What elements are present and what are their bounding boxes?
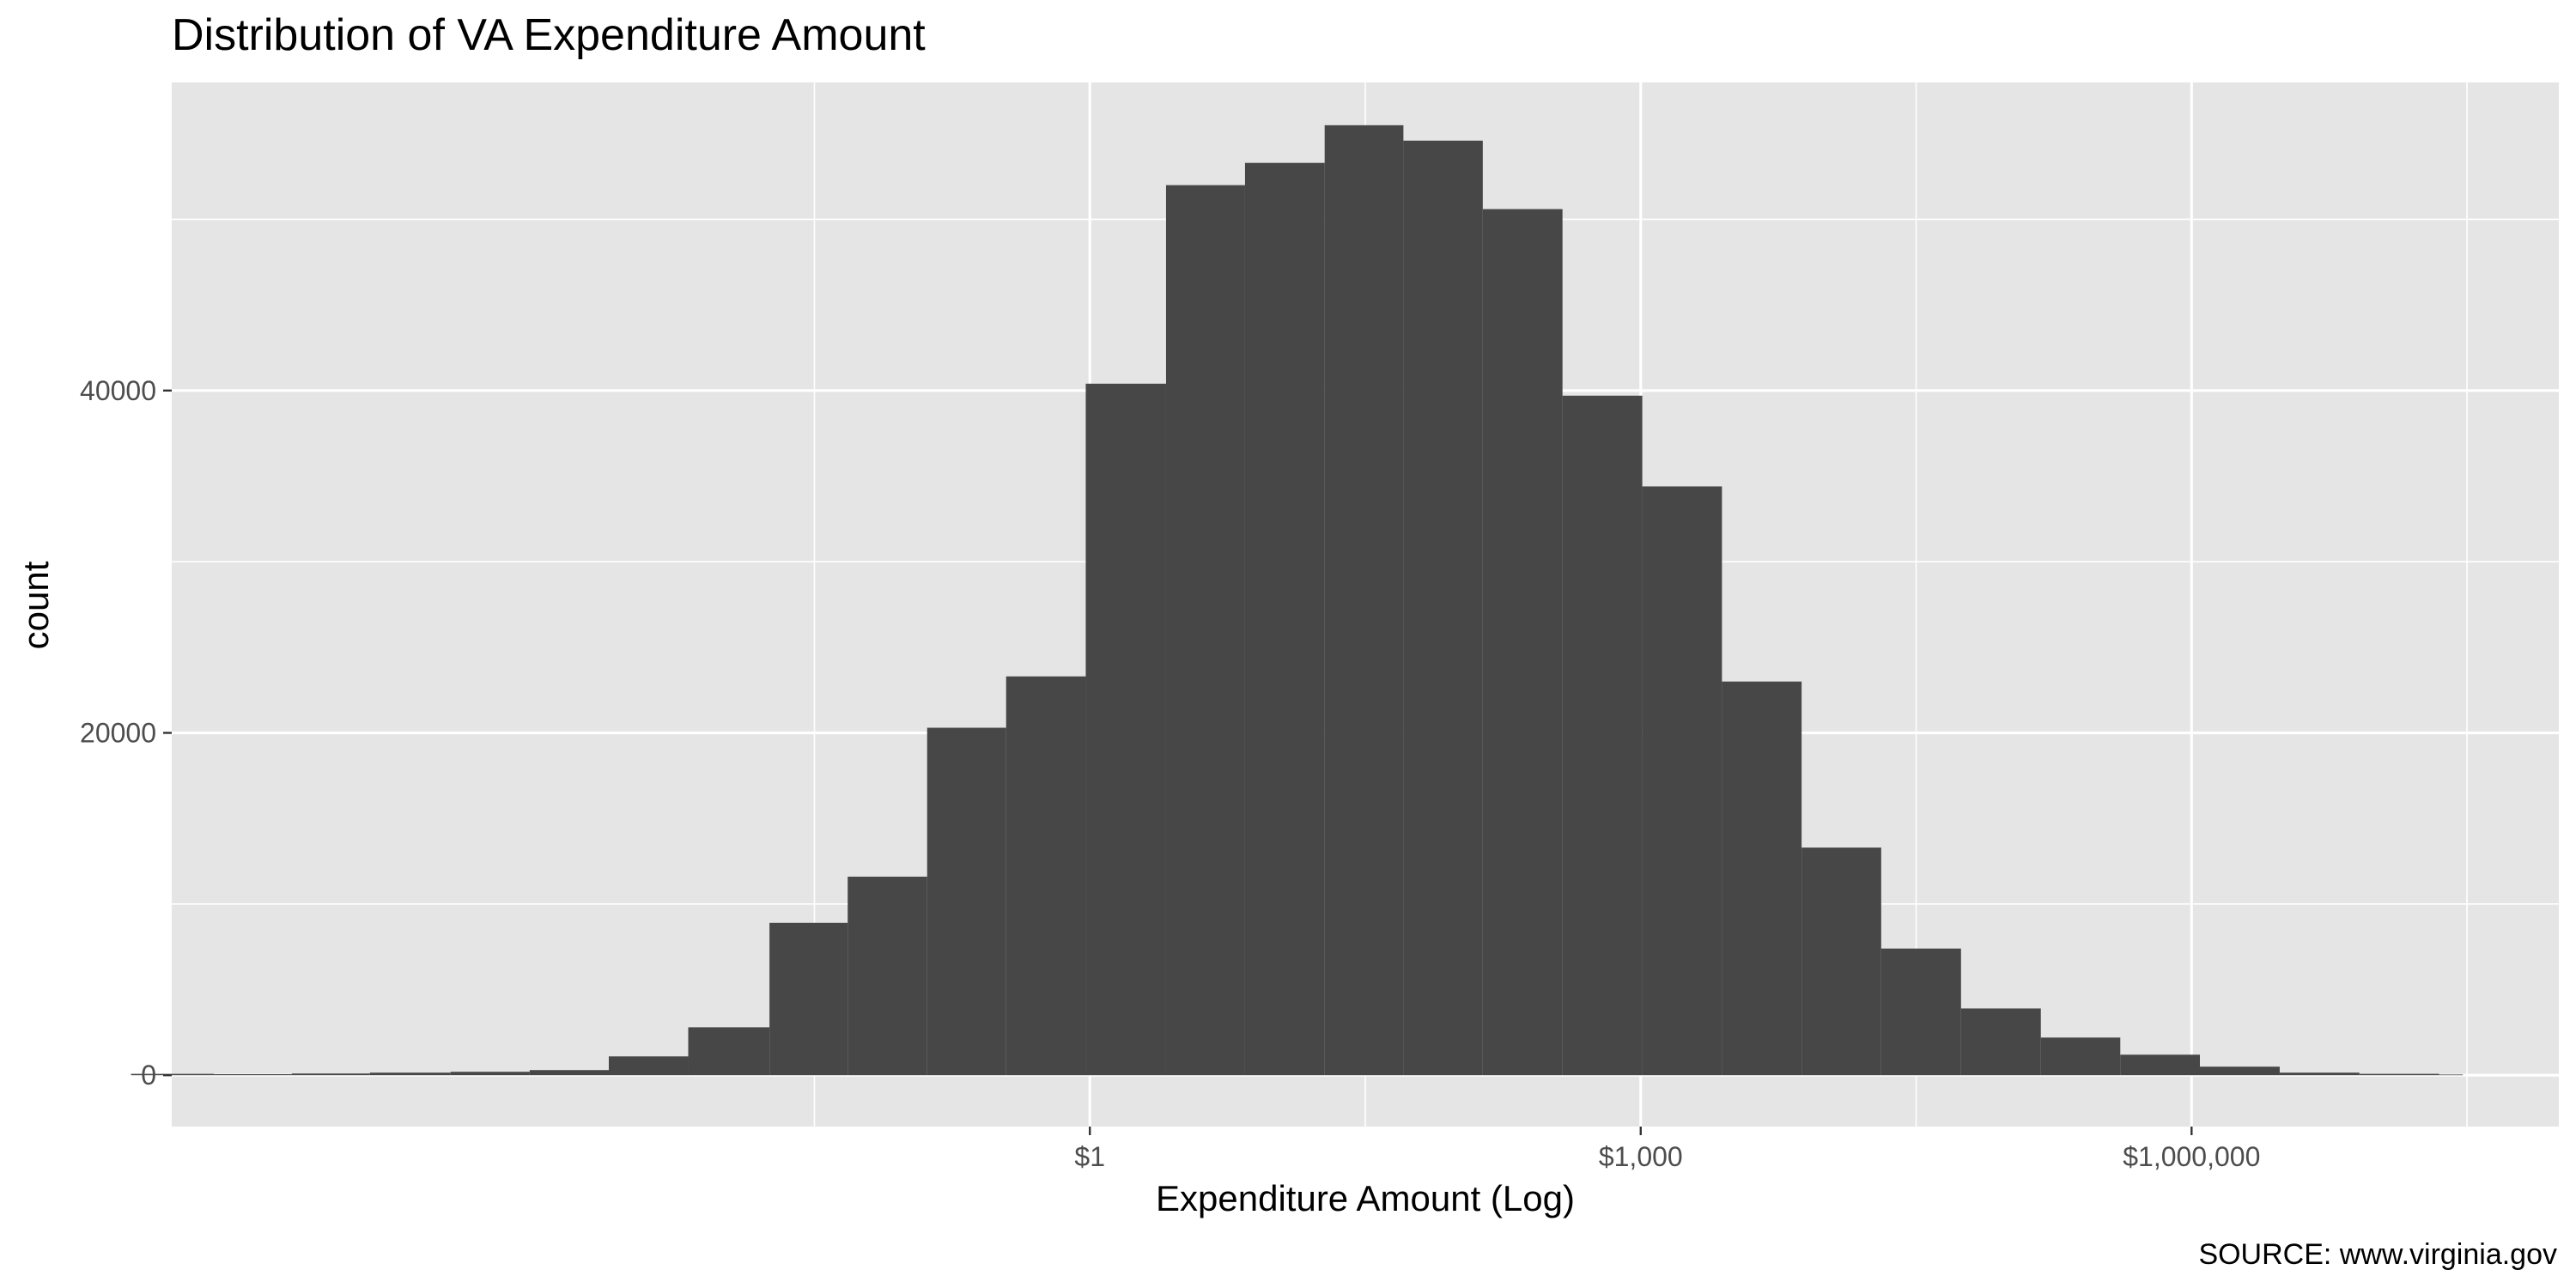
histogram-bar	[2359, 1073, 2439, 1076]
histogram-bar	[848, 876, 927, 1076]
histogram-bar	[369, 1072, 451, 1076]
histogram-bar	[1880, 948, 1961, 1076]
histogram-bar	[1801, 848, 1881, 1076]
y-tick-label: 40000	[80, 375, 156, 406]
y-tick-label: 0	[141, 1060, 156, 1091]
histogram-bar	[1244, 162, 1325, 1076]
histogram-bar	[1562, 395, 1643, 1076]
chart-title: Distribution of VA Expenditure Amount	[172, 10, 926, 60]
histogram-bar	[608, 1056, 689, 1076]
histogram-bar	[2279, 1072, 2360, 1076]
histogram-bar	[927, 727, 1006, 1076]
x-tick-label: $1	[1074, 1141, 1105, 1172]
x-axis-ticks: $1 $1,000 $1,000,000	[1074, 1127, 2260, 1172]
histogram-bar	[2120, 1054, 2200, 1076]
histogram-bar	[1165, 185, 1245, 1076]
x-tick-label: $1,000	[1599, 1141, 1683, 1172]
histogram-bar	[688, 1027, 770, 1076]
x-tick-label: $1,000,000	[2123, 1141, 2260, 1172]
chart-caption: SOURCE: www.virginia.gov	[2198, 1238, 2557, 1271]
histogram-bar	[1403, 140, 1483, 1076]
histogram-bar	[1642, 486, 1722, 1076]
y-tick-label: 20000	[80, 718, 156, 749]
histogram-bars	[131, 125, 2464, 1076]
histogram-bar	[1324, 125, 1404, 1076]
histogram-bar	[1005, 676, 1086, 1076]
histogram-bar	[1482, 209, 1563, 1076]
histogram-bar	[1722, 681, 1802, 1076]
x-axis-title: Expenditure Amount (Log)	[1156, 1178, 1575, 1218]
histogram-bar	[2040, 1037, 2121, 1076]
histogram-bar	[2199, 1066, 2280, 1076]
y-axis-ticks: 0 20000 40000	[80, 375, 172, 1091]
histogram-bar	[1960, 1008, 2041, 1076]
y-axis-title: count	[15, 561, 56, 649]
histogram-bar	[214, 1074, 292, 1076]
histogram-bar	[1085, 383, 1166, 1076]
histogram-bar	[529, 1070, 609, 1076]
histogram-bar	[131, 1073, 215, 1076]
histogram-bar	[291, 1073, 370, 1076]
histogram-bar	[450, 1072, 530, 1076]
histogram-bar	[2439, 1074, 2464, 1076]
histogram-bar	[769, 922, 848, 1076]
